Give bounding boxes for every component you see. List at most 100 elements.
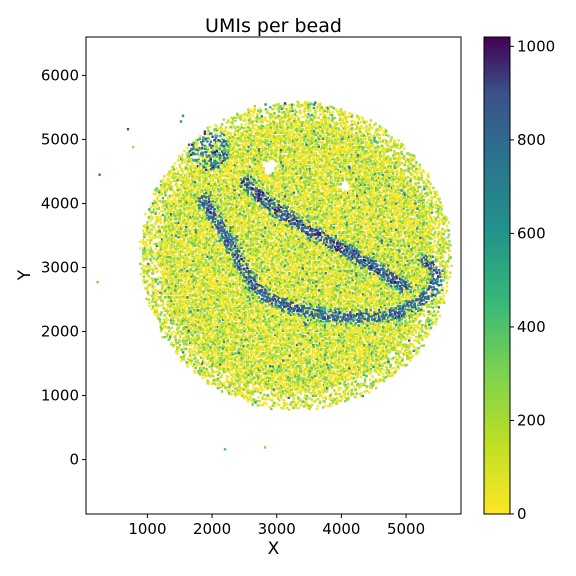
data-point: [222, 138, 225, 142]
data-point: [178, 187, 181, 190]
data-point: [192, 158, 195, 162]
data-point: [227, 299, 231, 302]
data-point: [210, 273, 214, 277]
data-point: [166, 267, 169, 270]
data-point: [198, 234, 201, 237]
data-point: [194, 230, 198, 234]
data-point: [185, 225, 188, 229]
data-point: [185, 266, 188, 270]
data-point: [248, 202, 252, 206]
data-point: [255, 145, 259, 148]
data-point: [252, 387, 255, 390]
data-point: [247, 230, 251, 233]
data-point: [209, 265, 212, 268]
data-point: [214, 232, 217, 236]
data-point: [175, 295, 178, 299]
data-point: [178, 246, 182, 250]
data-point: [185, 303, 189, 306]
data-point: [221, 201, 224, 205]
data-point: [222, 153, 225, 157]
data-point: [225, 214, 228, 217]
data-point: [222, 329, 225, 333]
data-point: [158, 191, 161, 194]
data-point: [178, 243, 181, 247]
data-point: [247, 354, 250, 357]
data-point: [201, 253, 204, 256]
data-point: [193, 276, 197, 279]
data-point: [214, 256, 218, 260]
data-point: [218, 302, 221, 305]
data-point: [186, 338, 189, 342]
data-point: [177, 212, 180, 215]
data-point: [189, 216, 192, 219]
data-point: [220, 367, 223, 371]
data-point: [224, 140, 228, 143]
data-point: [212, 154, 215, 157]
data-point: [233, 125, 236, 129]
data-point: [256, 372, 259, 375]
data-point: [195, 293, 198, 296]
data-point: [200, 321, 204, 324]
data-point: [191, 294, 195, 297]
data-point: [163, 335, 166, 339]
data-point: [234, 141, 238, 144]
data-point: [188, 267, 191, 271]
data-point: [185, 329, 188, 333]
data-point: [207, 314, 211, 318]
data-point: [179, 244, 182, 248]
data-point: [247, 136, 250, 139]
data-point: [231, 274, 235, 278]
data-point: [207, 263, 210, 266]
data-point: [182, 342, 186, 345]
data-point: [192, 321, 195, 325]
data-point: [221, 244, 224, 248]
data-point: [147, 293, 151, 296]
data-point: [169, 273, 173, 276]
data-point: [198, 147, 201, 150]
data-point: [191, 313, 195, 316]
data-point: [235, 368, 238, 372]
data-point: [212, 324, 215, 327]
data-point: [214, 271, 217, 275]
data-point: [220, 130, 224, 134]
data-point: [258, 292, 261, 295]
data-point: [245, 340, 248, 343]
data-point: [218, 319, 222, 323]
data-point: [232, 173, 235, 177]
data-point: [231, 336, 235, 339]
data-point: [212, 255, 216, 259]
data-point: [253, 376, 256, 379]
data-point: [209, 190, 212, 194]
data-point: [249, 232, 252, 235]
data-point: [240, 258, 243, 261]
data-point: [170, 204, 173, 207]
data-point: [170, 299, 173, 303]
data-point: [198, 351, 201, 354]
data-point: [251, 162, 255, 165]
data-point: [257, 356, 260, 359]
data-point: [170, 282, 174, 285]
data-point: [245, 288, 249, 291]
data-point: [180, 188, 184, 192]
data-point: [209, 306, 213, 309]
data-point: [258, 345, 262, 348]
data-point: [257, 199, 260, 202]
data-point: [211, 282, 215, 286]
data-point: [224, 239, 227, 242]
data-point: [210, 291, 213, 294]
data-point: [168, 227, 171, 230]
data-point: [251, 291, 255, 294]
data-point: [230, 235, 233, 239]
data-point: [251, 353, 254, 357]
data-point: [242, 355, 245, 359]
data-point: [170, 326, 174, 329]
data-point: [170, 231, 173, 234]
data-point: [198, 336, 201, 340]
data-point: [242, 204, 245, 207]
data-point: [151, 202, 155, 205]
data-point: [220, 279, 223, 283]
data-point: [171, 224, 174, 227]
data-point: [213, 301, 216, 305]
data-point: [218, 309, 222, 312]
data-point: [228, 282, 232, 285]
